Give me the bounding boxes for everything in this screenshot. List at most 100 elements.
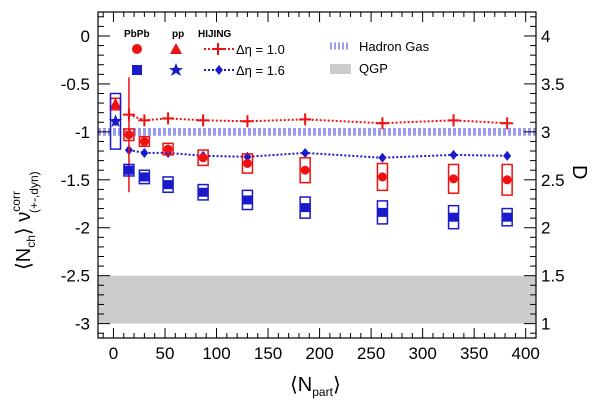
data-point-circle <box>198 153 208 163</box>
data-point-circle <box>139 136 149 146</box>
data-point-diamond <box>378 152 387 163</box>
y-tick-label: 0 <box>81 27 90 46</box>
bands-layer <box>98 128 536 324</box>
sys-error-box <box>241 153 254 174</box>
data-point-square <box>502 212 512 222</box>
legend-marker-pp-triangle <box>170 43 182 54</box>
band-qgp <box>98 275 536 324</box>
legend-label-hijing-1: Δη = 1.0 <box>236 42 285 57</box>
legend-label-hadron-gas: Hadron Gas <box>359 39 430 54</box>
data-point-circle <box>502 175 512 185</box>
y2-tick-label: 4 <box>541 27 550 46</box>
sys-error-box <box>299 156 311 184</box>
y-tick-label: -2.5 <box>61 267 90 286</box>
data-point-square <box>198 187 208 197</box>
x-tick-label: 50 <box>156 344 175 363</box>
data-point-cross <box>299 113 312 126</box>
y2-tick-label: 3.5 <box>541 75 565 94</box>
sys-error-box <box>162 142 174 156</box>
sys-error-box <box>501 207 513 227</box>
legend-marker-pp-star <box>169 63 183 76</box>
data-point-cross <box>138 114 151 127</box>
sys-error-box <box>376 162 389 192</box>
legend-marker-hijing-diamond <box>215 65 223 75</box>
legend: PbPb pp HIJING Δη = 1.0 Δη = 1.6 Hadron … <box>124 29 430 78</box>
legend-marker-pbpb-circle <box>132 44 142 54</box>
data-point-square <box>139 172 149 182</box>
sys-error-box <box>299 196 311 219</box>
data-point-cross <box>241 115 254 128</box>
x-axis-title-sub: part <box>312 385 333 399</box>
y-axis-title: ⟨Nch⟩ νcorr (+-,dyn) <box>9 171 41 270</box>
data-point-star <box>108 114 123 127</box>
y-axis-title-mid: ⟩ ν <box>13 212 35 235</box>
sys-error-box <box>447 204 460 230</box>
sys-error-box <box>162 176 174 194</box>
x-tick-label: 250 <box>357 344 385 363</box>
data-point-circle <box>300 165 310 175</box>
ticks-layer: 0 50 100 150 200 250 300 350 400 0 -0.5 -1 -1.5 -2 -2.… <box>61 12 565 363</box>
data-point-circle <box>163 144 173 154</box>
sys-error-box <box>197 183 209 201</box>
x-tick-label: 200 <box>305 344 333 363</box>
data-point-diamond <box>140 147 149 158</box>
legend-marker-hijing-cross <box>212 43 224 55</box>
y2-axis-title: D <box>568 165 590 179</box>
y2-tick-label: 2 <box>541 219 550 238</box>
y2-tick-label: 1.5 <box>541 267 565 286</box>
legend-head-pbpb: PbPb <box>124 29 150 40</box>
y-axis-title-main: ⟨N <box>13 248 35 270</box>
legend-head-pp: pp <box>172 29 184 40</box>
x-tick-label: 350 <box>460 344 488 363</box>
legend-label-hijing-2: Δη = 1.6 <box>236 63 285 78</box>
y2-tick-label: 3 <box>541 123 550 142</box>
data-point-cross <box>501 117 514 130</box>
data-point-cross <box>447 114 460 127</box>
x-tick-label: 400 <box>512 344 540 363</box>
data-point-diamond <box>503 150 512 161</box>
sys-error-box <box>197 149 209 167</box>
plot-frame <box>97 11 537 339</box>
x-axis-title-main: ⟨N <box>290 374 312 396</box>
legend-label-qgp: QGP <box>359 61 388 76</box>
data-point-cross <box>162 112 175 125</box>
sys-error-box <box>376 200 389 225</box>
sys-error-box <box>447 163 460 194</box>
x-tick-label: 100 <box>202 344 230 363</box>
data-point-diamond <box>301 147 310 158</box>
y-axis-title-sub2: (+-,dyn) <box>27 171 41 213</box>
data-point-circle <box>377 172 387 182</box>
legend-marker-qgp <box>330 64 351 74</box>
y-tick-label: -1 <box>75 123 90 142</box>
data-point-diamond <box>449 149 458 160</box>
sys-error-box <box>123 163 135 177</box>
y2-tick-label: 1 <box>541 315 550 334</box>
data-point-circle <box>124 130 134 140</box>
data-point-circle <box>449 174 459 184</box>
x-tick-label: 300 <box>408 344 436 363</box>
x-tick-label: 150 <box>254 344 282 363</box>
legend-head-hijing: HIJING <box>198 29 232 40</box>
sys-error-box <box>501 163 513 196</box>
data-point-square <box>163 180 173 190</box>
x-axis-title: ⟨Npart⟩ <box>290 374 341 399</box>
y-tick-label: -3 <box>75 315 90 334</box>
sys-error-box <box>138 135 151 147</box>
y2-tick-label: 2.5 <box>541 171 565 190</box>
y-tick-label: -1.5 <box>61 171 90 190</box>
y-axis-title-sup: corr <box>9 191 23 212</box>
series-line <box>128 113 508 125</box>
data-point-square <box>242 195 252 205</box>
data-point-circle <box>242 158 252 168</box>
y-axis-title-sub: ch <box>24 235 38 248</box>
x-axis-title-end: ⟩ <box>333 374 341 396</box>
x-tick-label: 0 <box>109 344 118 363</box>
points-layer <box>108 77 513 230</box>
sys-error-box <box>241 189 254 211</box>
data-point-square <box>124 165 134 175</box>
data-point-square <box>449 212 459 222</box>
series-line <box>128 149 508 159</box>
y-tick-label: -0.5 <box>61 75 90 94</box>
data-point-cross <box>376 117 389 130</box>
